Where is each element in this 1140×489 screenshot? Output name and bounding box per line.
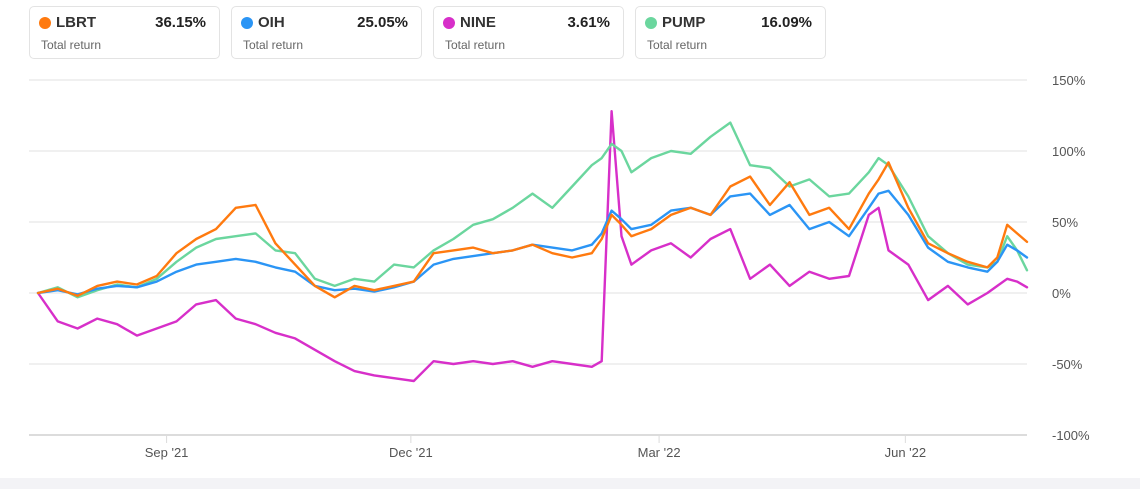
series-color-dot-icon: [241, 17, 253, 29]
total-return-value: 3.61%: [567, 14, 610, 31]
legend-card-lbrt[interactable]: LBRT 36.15% Total return: [29, 6, 220, 59]
total-return-value: 25.05%: [357, 14, 408, 31]
x-tick-label: Sep '21: [145, 445, 189, 460]
ticker-symbol: LBRT: [56, 14, 96, 31]
series-line-nine[interactable]: [36, 109, 1029, 383]
y-tick-label: 100%: [1052, 144, 1086, 159]
legend-card-oih[interactable]: OIH 25.05% Total return: [231, 6, 422, 59]
series-lines: [36, 109, 1029, 383]
y-tick-label: -100%: [1052, 428, 1090, 443]
series-line-oih[interactable]: [36, 189, 1029, 296]
total-return-value: 36.15%: [155, 14, 206, 31]
y-axis-labels: 150% 100% 50% 0% -50% -100%: [1052, 73, 1090, 443]
total-return-label: Total return: [41, 38, 102, 52]
series-color-dot-icon: [443, 17, 455, 29]
series-line-lbrt[interactable]: [36, 161, 1029, 299]
series-color-dot-icon: [39, 17, 51, 29]
x-tick-label: Jun '22: [885, 445, 927, 460]
legend-card-nine[interactable]: NINE 3.61% Total return: [433, 6, 624, 59]
x-tick-label: Dec '21: [389, 445, 433, 460]
y-tick-label: 150%: [1052, 73, 1086, 88]
y-tick-label: -50%: [1052, 357, 1083, 372]
x-tick-label: Mar '22: [638, 445, 681, 460]
y-tick-label: 50%: [1052, 215, 1078, 230]
ticker-symbol: PUMP: [662, 14, 706, 31]
gridlines: [29, 79, 1027, 443]
total-return-label: Total return: [243, 38, 304, 52]
total-return-label: Total return: [445, 38, 506, 52]
legend: LBRT 36.15% Total return OIH 25.05% Tota…: [29, 6, 826, 59]
x-axis-labels: Sep '21 Dec '21 Mar '22 Jun '22: [145, 445, 926, 460]
ticker-symbol: OIH: [258, 14, 285, 31]
footer-bar: [0, 478, 1140, 489]
y-tick-label: 0%: [1052, 286, 1071, 301]
series-color-dot-icon: [645, 17, 657, 29]
legend-card-pump[interactable]: PUMP 16.09% Total return: [635, 6, 826, 59]
total-return-value: 16.09%: [761, 14, 812, 31]
ticker-symbol: NINE: [460, 14, 496, 31]
total-return-label: Total return: [647, 38, 708, 52]
